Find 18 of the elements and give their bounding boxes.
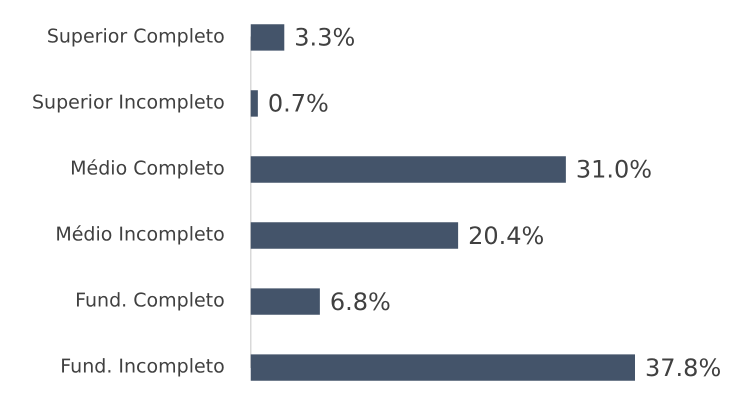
- data-label: 3.3%: [294, 24, 356, 52]
- bar: [250, 156, 566, 183]
- y-tick-label: Fund. Incompleto: [60, 356, 225, 378]
- data-label: 0.7%: [268, 90, 329, 118]
- bar: [250, 354, 635, 381]
- bar: [250, 222, 458, 249]
- y-tick-label: Médio Completo: [70, 157, 225, 180]
- bar: [250, 90, 258, 117]
- y-tick-label: Superior Completo: [46, 25, 225, 48]
- y-tick-label: Superior Incompleto: [32, 91, 225, 114]
- bar: [250, 288, 320, 315]
- data-label: 20.4%: [468, 222, 544, 250]
- y-tick-label: Fund. Completo: [75, 289, 225, 312]
- bar: [250, 24, 284, 51]
- data-label: 6.8%: [330, 288, 391, 316]
- data-label: 31.0%: [576, 156, 652, 184]
- data-label: 37.8%: [645, 354, 722, 382]
- y-tick-label: Médio Incompleto: [55, 223, 225, 246]
